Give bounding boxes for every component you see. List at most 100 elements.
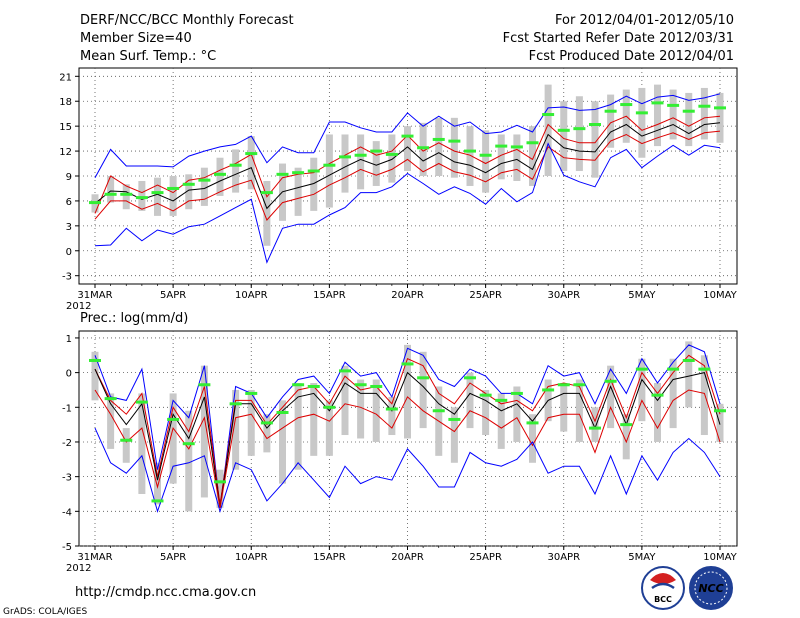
- prec-range-bar: [669, 358, 677, 429]
- prec-range-bar: [200, 365, 208, 498]
- prec-xtick-label: 30APR: [547, 552, 580, 563]
- temp-range-bar: [404, 126, 411, 172]
- prec-range-bar: [169, 393, 177, 484]
- prec-ytick-label: -5: [62, 542, 72, 553]
- temp-range-bar: [232, 149, 240, 193]
- prec-range-bar: [388, 396, 396, 436]
- temp-range-bar: [513, 134, 521, 181]
- temp-range-bar: [138, 180, 146, 211]
- temp-xtick-label: 5APR: [160, 290, 186, 301]
- prec-range-bar: [685, 341, 693, 408]
- prec-ytick-label: -3: [62, 473, 72, 484]
- prec-xtick-label: 5APR: [160, 552, 186, 563]
- temp-range-bar: [560, 101, 568, 172]
- started-date: Fcst Started Refer Date 2012/03/31: [503, 31, 734, 46]
- temp-ytick-label: 21: [59, 72, 72, 83]
- prec-range-bar: [450, 407, 458, 463]
- variable-label: Mean Surf. Temp.: °C: [80, 49, 216, 64]
- prec-max-line: [94, 344, 721, 508]
- prec-range-bar: [107, 393, 115, 449]
- prec-range-bar: [497, 393, 505, 449]
- bcc-logo-text: BCC: [654, 595, 672, 604]
- temp-range-bar: [185, 174, 193, 210]
- prec-range-bar: [325, 400, 333, 456]
- temp-range-bar: [154, 177, 161, 216]
- prec-min-line: [94, 427, 721, 514]
- prec-xtick-label: 10MAY: [703, 552, 737, 563]
- temp-range-bar: [341, 134, 349, 193]
- prec-range-bar: [607, 365, 615, 429]
- temp-xtick-label: 10APR: [235, 290, 268, 301]
- temp-range-bar: [669, 89, 677, 140]
- temp-range-bar: [700, 87, 708, 140]
- temp-range-bar: [357, 134, 365, 190]
- prec-range-bar: [700, 355, 708, 436]
- prec-range-bar: [341, 365, 349, 436]
- prec-xtick-label: 20APR: [391, 552, 424, 563]
- temp-ytick-label: 12: [59, 147, 72, 158]
- prec-range-bar: [247, 389, 255, 456]
- temp-range-bar: [575, 96, 583, 172]
- temp-range-bar: [466, 126, 474, 186]
- temp-range-bar: [107, 176, 115, 203]
- temp-ytick-label: 6: [66, 197, 72, 208]
- temp-xtick-label: 31MAR: [77, 290, 112, 301]
- prec-ytick-label: 1: [66, 334, 72, 345]
- temp-xtick-label: 2012: [66, 301, 91, 312]
- temp-range-bar: [529, 126, 536, 186]
- prec-range-bar: [294, 383, 302, 470]
- prec-range-bar: [310, 383, 318, 456]
- prec-xtick-label: 10APR: [235, 552, 268, 563]
- prec-range-bar: [622, 414, 630, 460]
- temp-range-bar: [482, 130, 490, 193]
- prec-range-bar: [591, 407, 599, 442]
- source-url[interactable]: http://cmdp.ncc.cma.gov.cn: [75, 585, 256, 600]
- ncc-logo: NCC: [689, 566, 733, 610]
- temp-xtick-label: 5MAY: [628, 290, 656, 301]
- prec-range-bar: [404, 344, 411, 439]
- temp-range-bar: [435, 117, 443, 176]
- prec-ytick-label: -1: [62, 403, 72, 414]
- prec-range-bar: [138, 393, 146, 494]
- prec-range-bar: [560, 383, 568, 432]
- produced-date: Fcst Produced Date 2012/04/01: [529, 49, 734, 64]
- prec-ytick-label: 0: [66, 369, 72, 380]
- precip-title: Prec.: log(mm/d): [80, 311, 188, 326]
- temp-range-bar: [122, 184, 130, 210]
- prec-range-bar: [513, 386, 521, 442]
- temp-range-bar: [294, 167, 302, 216]
- prec-range-bar: [185, 410, 193, 512]
- prec-range-bar: [466, 372, 474, 429]
- prec-range-bar: [232, 389, 240, 470]
- prec-range-bar: [216, 469, 224, 508]
- temp-xtick-label: 30APR: [547, 290, 580, 301]
- temp-xtick-label: 10MAY: [703, 290, 737, 301]
- temp-range-bar: [247, 136, 255, 190]
- prec-mean-line: [94, 368, 721, 508]
- forecast-title: DERF/NCC/BCC Monthly Forecast: [80, 13, 294, 28]
- prec-range-bar: [154, 462, 161, 505]
- temp-range-bar: [216, 157, 224, 196]
- temp-range-bar: [200, 167, 208, 206]
- temp-range-bar: [372, 141, 380, 186]
- prec-lower-line: [94, 389, 721, 508]
- prec-xtick-label: 31MAR: [77, 552, 112, 563]
- prec-range-bar: [122, 428, 130, 463]
- member-size-label: Member Size=40: [80, 31, 192, 46]
- temp-range-bar: [716, 92, 724, 143]
- temp-lower-line: [94, 130, 721, 221]
- prec-range-bar: [357, 379, 365, 439]
- prec-ytick-label: -2: [62, 438, 72, 449]
- temp-xtick-label: 25APR: [469, 290, 502, 301]
- temp-range-bar: [607, 94, 615, 148]
- prec-ytick-label: -4: [62, 507, 72, 518]
- prec-range-bar: [372, 379, 380, 442]
- temp-range-bar: [263, 180, 271, 246]
- temp-range-bar: [591, 101, 599, 178]
- temp-range-bar: [654, 84, 661, 147]
- prec-range-bar: [279, 400, 286, 484]
- temp-ytick-label: 0: [66, 247, 72, 258]
- prec-xtick-label: 25APR: [469, 552, 502, 563]
- temp-ytick-label: 15: [59, 122, 72, 133]
